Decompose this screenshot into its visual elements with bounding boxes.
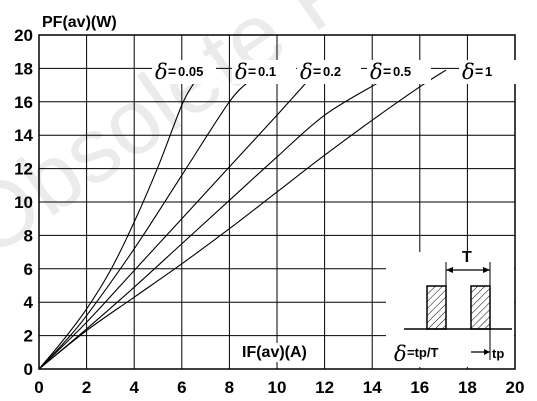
x-tick-label-3: 6 (177, 378, 186, 397)
y-tick-label-2: 4 (24, 293, 34, 312)
series-label-delta-1: δ (235, 60, 248, 84)
plot-border (38, 34, 516, 370)
series-label-bg-2 (297, 60, 361, 84)
period-arrowhead-left (446, 267, 453, 273)
x-tick-label-2: 4 (129, 378, 139, 397)
x-tick-label-7: 14 (363, 378, 382, 397)
series-label-value-2: 0.2 (323, 64, 341, 79)
series-label-delta-3: δ (370, 60, 383, 84)
y-tick-label-0: 0 (24, 360, 33, 379)
y-tick-label-5: 10 (14, 193, 33, 212)
y-tick-label-3: 6 (24, 260, 33, 279)
curves (38, 69, 447, 370)
plot-frame (38, 34, 516, 370)
x-tick-label-4: 8 (225, 378, 234, 397)
series-label-value-4: 1 (485, 64, 492, 79)
x-tick-label-10: 20 (506, 378, 525, 397)
series-label-3: δ = 0.5 (367, 60, 431, 84)
series-label-value-1: 0.1 (258, 64, 276, 79)
series-label-equals-2: = (313, 63, 321, 79)
series-label-delta-0: δ (155, 60, 168, 84)
series-line-2 (38, 83, 306, 370)
formula-text: =tp/T (407, 345, 438, 360)
formula-delta-symbol: δ (394, 342, 407, 366)
y-tick-labels: 0 2 4 6 8 10 12 14 16 18 20 (14, 26, 33, 379)
series-label-equals-4: = (475, 63, 483, 79)
y-axis-label: PF(av)(W) (42, 14, 117, 31)
series-label-equals-3: = (383, 63, 391, 79)
x-tick-label-9: 18 (458, 378, 477, 397)
pulse-1 (426, 285, 447, 330)
y-axis-label-bg (40, 13, 119, 32)
series-label-bg-3 (367, 60, 431, 84)
x-tick-label-8: 16 (410, 378, 429, 397)
x-tick-labels: 0 2 4 6 8 10 12 14 16 18 20 (34, 378, 524, 397)
series-label-value-3: 0.5 (393, 64, 411, 79)
x-axis-label: IF(av)(A) (242, 344, 307, 361)
pulse-width-label: tp (492, 346, 504, 361)
series-label-1: δ = 0.1 (232, 60, 296, 84)
series-label-delta-2: δ (300, 60, 313, 84)
duty-cycle-inset: T tp δ =tp/T (386, 249, 514, 367)
series-label-delta-4: δ (462, 60, 475, 84)
x-tick-label-1: 2 (82, 378, 91, 397)
curve-labels: δ = 0.05 δ = 0.1 δ = 0.2 δ = 0.5 δ = 1 (152, 60, 523, 84)
series-label-equals-1: = (248, 63, 256, 79)
series-label-bg-4 (459, 60, 523, 84)
y-tick-label-7: 14 (14, 126, 33, 145)
series-label-value-0: 0.05 (178, 64, 203, 79)
series-label-bg-1 (232, 60, 296, 84)
period-arrowhead-right (483, 267, 490, 273)
x-tick-label-6: 12 (315, 378, 334, 397)
series-label-4: δ = 1 (459, 60, 523, 84)
series-line-1 (38, 79, 252, 370)
series-label-0: δ = 0.05 (152, 60, 216, 84)
series-label-2: δ = 0.2 (297, 60, 361, 84)
pulse-2 (470, 285, 491, 330)
pulse-width-arrowhead (484, 349, 490, 355)
x-tick-label-0: 0 (34, 378, 43, 397)
series-label-bg-0 (152, 60, 216, 84)
y-tick-label-10: 20 (14, 26, 33, 45)
series-line-4 (38, 69, 447, 370)
series-line-3 (38, 82, 378, 370)
series-label-equals-0: = (168, 63, 176, 79)
series-line-0 (38, 83, 195, 370)
y-tick-label-4: 8 (24, 226, 33, 245)
y-tick-label-1: 2 (24, 327, 33, 346)
period-label: T (462, 249, 472, 266)
x-axis-label-bg (240, 343, 309, 362)
y-tick-label-6: 12 (14, 160, 33, 179)
x-tick-label-5: 10 (268, 378, 287, 397)
y-tick-label-9: 18 (14, 59, 33, 78)
y-tick-label-8: 16 (14, 93, 33, 112)
